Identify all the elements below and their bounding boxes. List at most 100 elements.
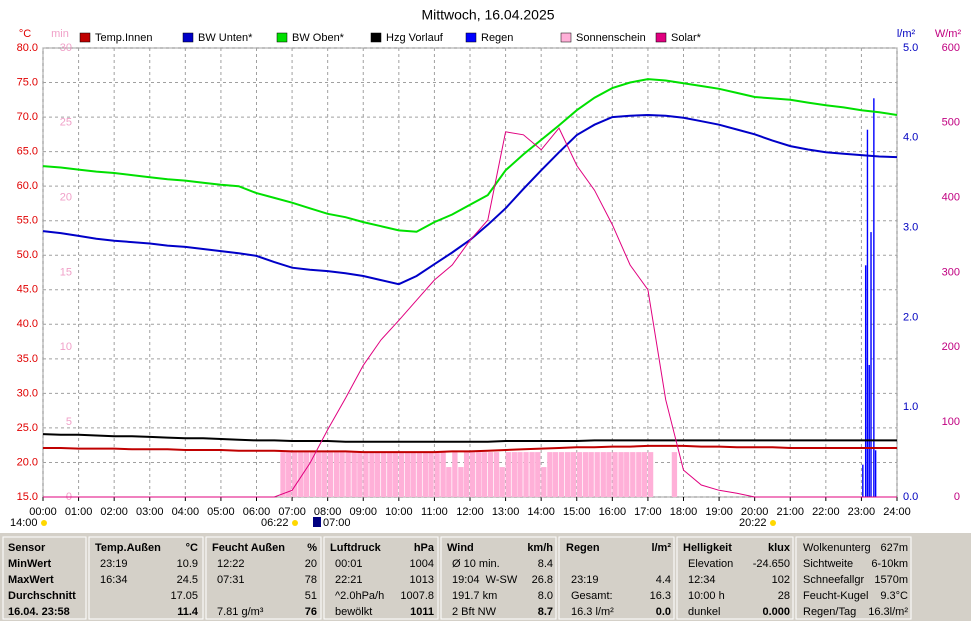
cell-value: 102	[772, 574, 790, 586]
bar	[392, 452, 399, 497]
bar	[547, 452, 553, 497]
x-tick-label: 02:00	[100, 506, 128, 518]
bar	[570, 452, 577, 497]
bar	[541, 467, 547, 497]
y-tick-label: 80.0	[17, 42, 38, 54]
bar	[463, 452, 470, 497]
bar	[870, 232, 872, 497]
x-tick-label: 24:00	[883, 506, 911, 518]
annotation: 07:00	[323, 517, 351, 529]
cell-label: Ø 10 min.	[452, 558, 500, 570]
line	[43, 444, 897, 454]
y4ticks-label: 0	[954, 491, 960, 503]
legend-swatch	[655, 32, 667, 43]
bar	[535, 452, 541, 497]
cell-value: 20	[305, 558, 317, 570]
legend-swatch	[465, 32, 477, 43]
y-tick-label: 15.0	[17, 491, 38, 503]
panel-cell	[558, 536, 675, 620]
cell-value: 76	[305, 606, 317, 618]
bar	[552, 452, 559, 497]
bar	[529, 452, 535, 497]
bar	[868, 364, 870, 497]
panel-cell	[2, 536, 87, 620]
y-tick-label: 75.0	[17, 76, 38, 88]
row-label: 16.04. 23:58	[8, 606, 70, 618]
cell-value: 28	[778, 590, 790, 602]
bar	[523, 452, 529, 497]
y-tick-label: 25.0	[17, 422, 38, 434]
bar	[671, 452, 678, 497]
bar	[321, 452, 327, 497]
y-tick-label: 50.0	[17, 249, 38, 261]
cell-value: 11.4	[177, 606, 199, 618]
legend-label: Temp.Innen	[95, 32, 152, 44]
bar	[874, 450, 877, 497]
bar	[582, 452, 589, 497]
y-tick-label: 40.0	[17, 318, 38, 330]
annotation: 06:22	[261, 517, 289, 529]
x-tick-label: 16:00	[599, 506, 627, 518]
x-tick-label: 00:00	[29, 506, 57, 518]
y-tick-label: 60.0	[17, 180, 38, 192]
bar	[476, 452, 482, 497]
x-tick-label: 12:00	[456, 506, 484, 518]
bar	[624, 452, 630, 497]
bar	[374, 452, 381, 497]
legend-swatch	[79, 32, 91, 43]
extra-value: 627m	[880, 542, 908, 554]
column-header: Feucht Außen	[212, 542, 285, 554]
bar	[576, 452, 583, 497]
column-header: Helligkeit	[683, 542, 732, 554]
x-tick-label: 09:00	[349, 506, 377, 518]
legend-label: BW Oben*	[292, 32, 345, 44]
column-header: Luftdruck	[330, 542, 382, 554]
x-tick-label: 11:00	[421, 506, 448, 518]
y-tick-label: 20.0	[17, 456, 38, 468]
cell-value: 78	[305, 574, 317, 586]
column-header: Temp.Außen	[95, 542, 161, 554]
cell-value: 8.4	[538, 558, 553, 570]
y4ticks-label: 400	[942, 192, 960, 204]
y3ticks-label: 1.0	[903, 401, 918, 413]
extra-value: 16.3l/m²	[868, 606, 908, 618]
panel-cell	[440, 536, 557, 620]
sun-icon	[292, 520, 298, 526]
y4ticks-label: 600	[942, 42, 960, 54]
panel-cell	[323, 536, 439, 620]
bar	[612, 452, 618, 497]
legend-label: BW Unten*	[198, 32, 253, 44]
y2-axis-label: min	[51, 28, 69, 40]
cell-label: 07:31	[217, 574, 245, 586]
bar	[369, 452, 375, 497]
stats-panel	[0, 533, 971, 621]
cell-value: 4.4	[656, 574, 671, 586]
x-tick-label: 08:00	[314, 506, 342, 518]
cell-label: Elevation	[688, 558, 733, 570]
x-tick-label: 15:00	[563, 506, 591, 518]
cell-label: dunkel	[688, 606, 720, 618]
bar	[641, 452, 648, 497]
bar	[505, 452, 511, 497]
cell-value: 0.0	[656, 606, 671, 618]
y2ticks-label: 15	[60, 266, 72, 278]
bar	[470, 452, 476, 497]
cell-value: -24.650	[753, 558, 790, 570]
bar	[339, 452, 345, 497]
cell-value: 8.0	[538, 590, 553, 602]
bar	[487, 452, 494, 497]
x-tick-label: 18:00	[670, 506, 698, 518]
y-tick-label: 30.0	[17, 387, 38, 399]
y3ticks-label: 4.0	[903, 132, 918, 144]
x-tick-label: 19:00	[705, 506, 733, 518]
cell-value: 1007.8	[400, 590, 434, 602]
y-tick-label: 70.0	[17, 111, 38, 123]
legend-swatch	[276, 32, 288, 43]
bar	[618, 452, 624, 497]
legend-swatch	[560, 32, 572, 43]
panel-cell	[795, 536, 912, 620]
cell-value: 16.3	[650, 590, 671, 602]
column-unit: klux	[768, 542, 791, 554]
y-tick-label: 65.0	[17, 146, 38, 158]
panel-cell	[88, 536, 204, 620]
